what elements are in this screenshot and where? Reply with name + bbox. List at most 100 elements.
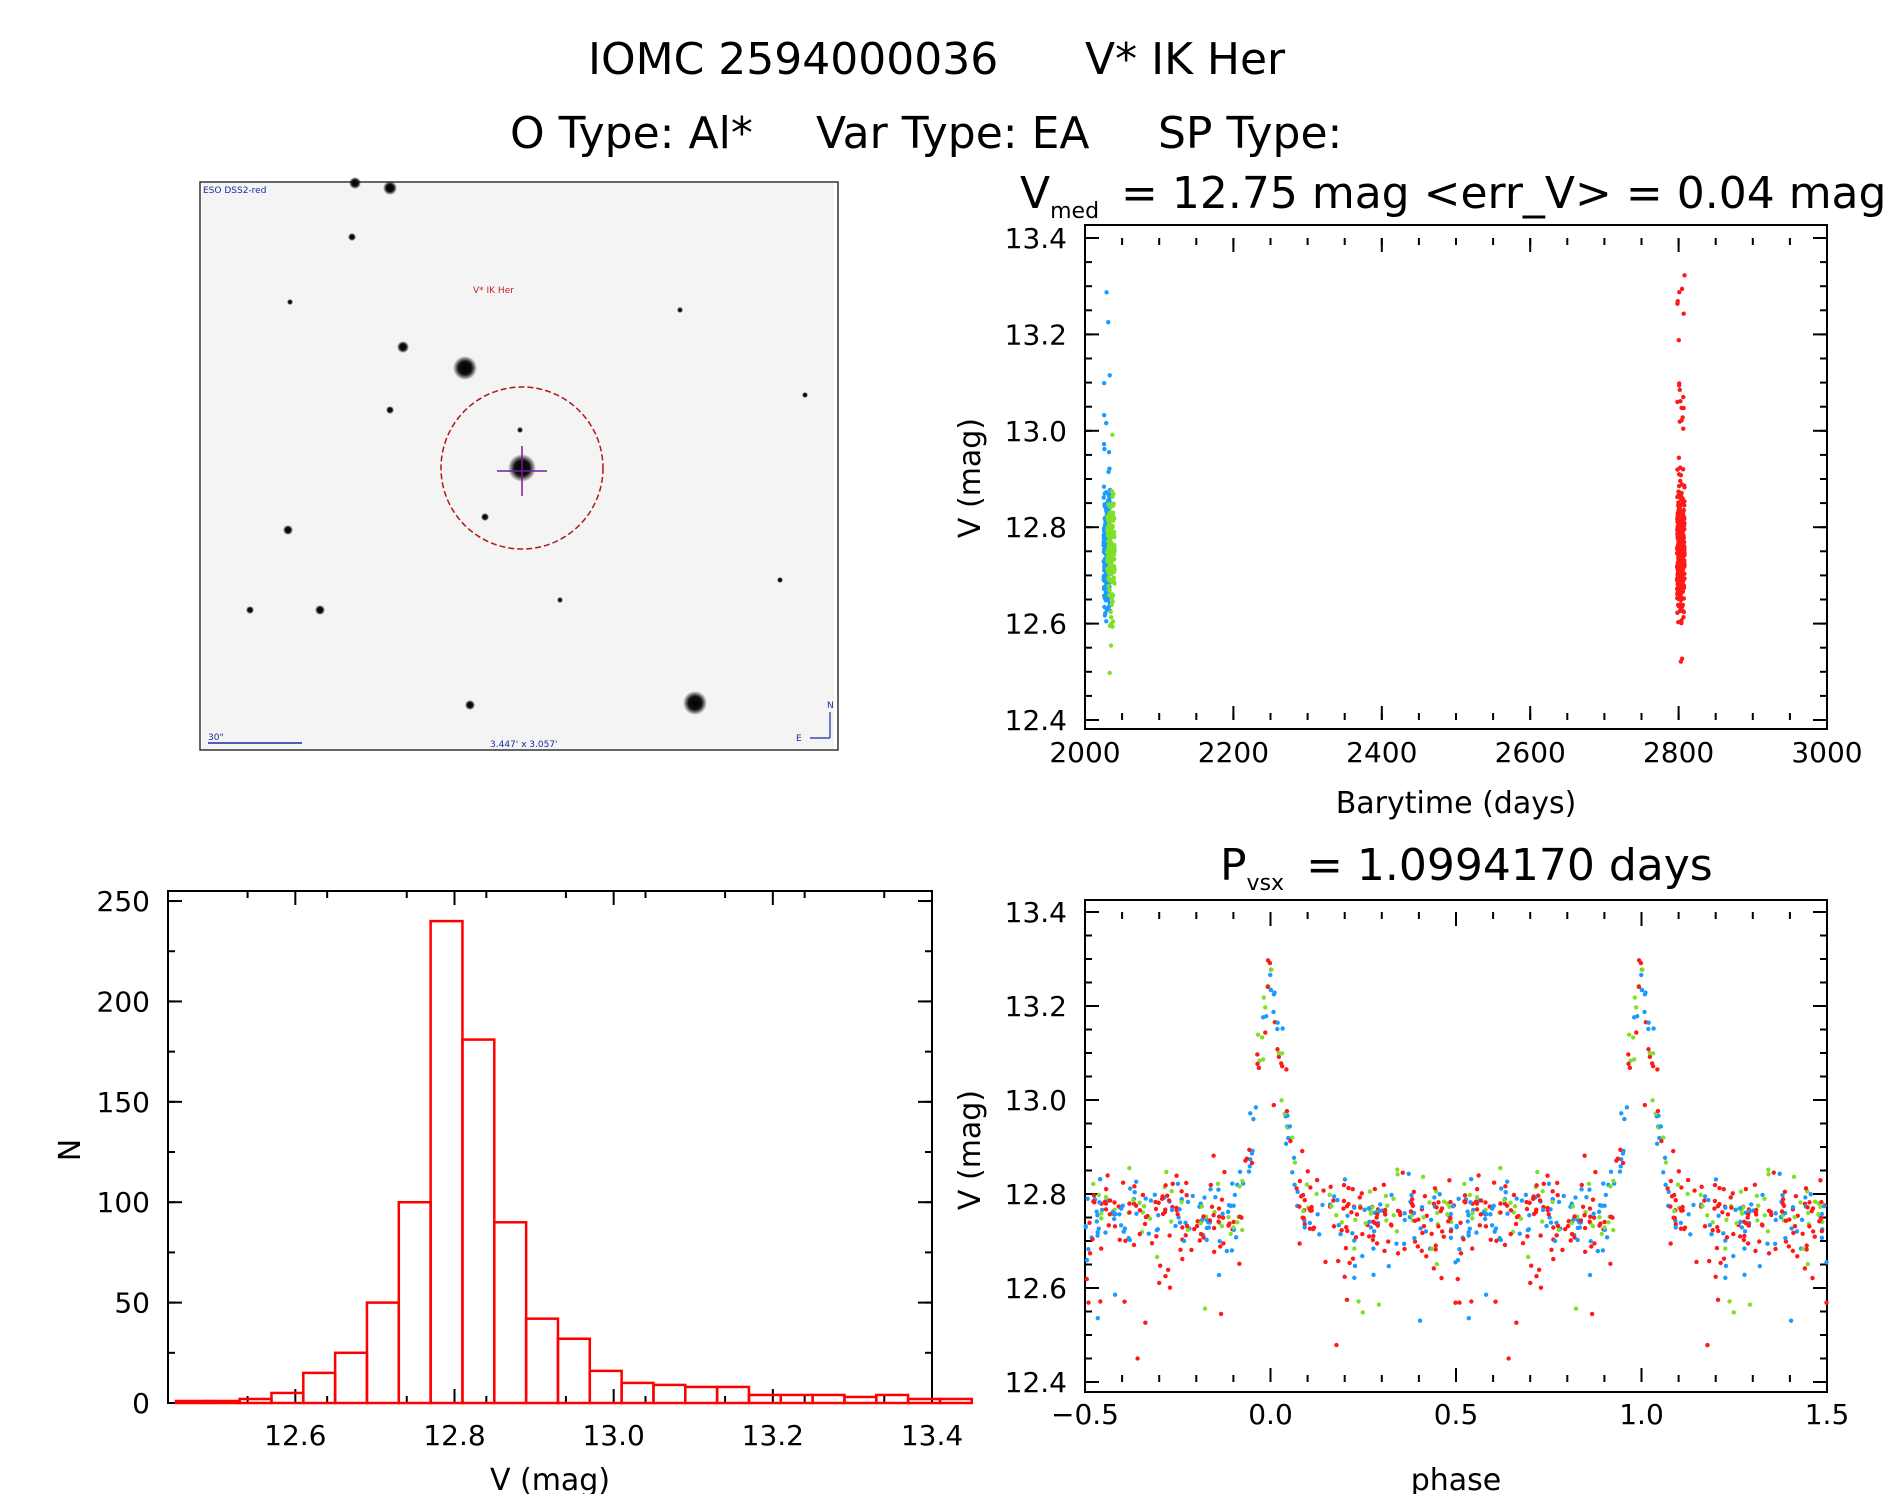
phased-point bbox=[1565, 1223, 1571, 1229]
phased-point bbox=[1469, 1299, 1474, 1304]
phased-point bbox=[1233, 1235, 1239, 1240]
phased-point bbox=[1618, 1147, 1623, 1153]
phased-point bbox=[1754, 1193, 1760, 1198]
phased-point bbox=[1142, 1221, 1148, 1227]
phased-point bbox=[1759, 1222, 1765, 1227]
phased-point bbox=[1550, 1189, 1555, 1194]
phased-point bbox=[1272, 990, 1277, 995]
phased-point bbox=[1654, 1141, 1660, 1147]
phased-point bbox=[1366, 1234, 1372, 1239]
x-tick-label: 1.0 bbox=[1619, 1398, 1664, 1431]
lightcurve-point-red bbox=[1680, 467, 1686, 472]
phased-point bbox=[1739, 1225, 1745, 1230]
phased-point bbox=[1824, 1300, 1829, 1305]
phased-point bbox=[1302, 1197, 1307, 1203]
target-label: V* IK Her bbox=[473, 286, 514, 296]
phased-point bbox=[1360, 1253, 1365, 1259]
phased-point bbox=[1661, 1170, 1666, 1175]
phased-point bbox=[1587, 1219, 1592, 1224]
phased-point bbox=[1418, 1226, 1423, 1231]
phased-point bbox=[1591, 1215, 1597, 1220]
phased-point bbox=[1531, 1211, 1537, 1217]
histogram-bar bbox=[684, 1385, 719, 1405]
phased-point bbox=[1502, 1201, 1508, 1206]
phased-point bbox=[1146, 1231, 1151, 1236]
phased-point bbox=[1265, 984, 1271, 990]
phased-point bbox=[1569, 1220, 1574, 1226]
phased-point bbox=[1805, 1205, 1810, 1210]
phased-point bbox=[1590, 1197, 1596, 1202]
phased-point bbox=[1083, 1223, 1088, 1229]
phased-point bbox=[1498, 1210, 1503, 1215]
lightcurve-point-blue bbox=[1103, 598, 1108, 603]
phased-point bbox=[1268, 972, 1273, 978]
phased-point bbox=[1103, 1230, 1108, 1235]
y-tick-label: 13.2 bbox=[1005, 318, 1067, 351]
phased-point bbox=[1383, 1212, 1388, 1217]
phased-point bbox=[1207, 1218, 1213, 1223]
x-tick-label: 2000 bbox=[1049, 736, 1120, 769]
phased-point bbox=[1536, 1267, 1542, 1273]
phased-point bbox=[1580, 1204, 1586, 1209]
phased-point bbox=[1448, 1215, 1453, 1221]
phased-point bbox=[1220, 1211, 1225, 1216]
phased-point bbox=[1663, 1182, 1668, 1188]
phased-point bbox=[1550, 1199, 1555, 1205]
lightcurve-point-red bbox=[1676, 596, 1681, 601]
phased-point bbox=[1790, 1205, 1796, 1210]
phased-point bbox=[1548, 1220, 1554, 1225]
phased-point bbox=[1269, 967, 1274, 972]
phased-point bbox=[1769, 1212, 1774, 1218]
phased-point bbox=[1087, 1220, 1092, 1225]
y-tick-label: 250 bbox=[97, 885, 150, 918]
phased-point bbox=[1259, 1035, 1265, 1040]
phased-point bbox=[1394, 1229, 1400, 1234]
star bbox=[777, 577, 783, 583]
phased-point bbox=[1106, 1223, 1111, 1228]
y-tick-label: 200 bbox=[97, 985, 150, 1018]
phased-point bbox=[1745, 1241, 1751, 1246]
phased-point bbox=[1766, 1167, 1771, 1172]
phased-point bbox=[1283, 1141, 1289, 1147]
lightcurve-point-red bbox=[1680, 502, 1686, 507]
phased-point bbox=[1350, 1256, 1356, 1261]
phased-point bbox=[1375, 1211, 1380, 1217]
phased-point bbox=[1248, 1157, 1253, 1162]
phased-point bbox=[1491, 1203, 1496, 1209]
y-tick-label: 12.6 bbox=[1005, 1272, 1067, 1305]
phased-point bbox=[1678, 1220, 1684, 1226]
phased-point bbox=[1563, 1226, 1568, 1232]
phased-point bbox=[1107, 1212, 1113, 1217]
lightcurve-point-red bbox=[1676, 483, 1682, 489]
y-tick-label: 13.4 bbox=[1005, 896, 1067, 929]
histogram-bar bbox=[493, 1221, 528, 1405]
phased-point bbox=[1382, 1248, 1387, 1254]
phased-point bbox=[1468, 1200, 1473, 1205]
sky-image-panel: ESO DSS2-red V* IK Her 30" 3.447' x 3.05… bbox=[199, 177, 839, 751]
phased-point bbox=[1456, 1196, 1461, 1201]
phased-point bbox=[1113, 1212, 1118, 1217]
phased-point bbox=[1528, 1263, 1534, 1268]
phased-point bbox=[1780, 1197, 1786, 1202]
phased-point bbox=[1341, 1206, 1346, 1211]
histogram-bar bbox=[938, 1397, 974, 1405]
phased-point bbox=[1217, 1239, 1222, 1244]
phased-point bbox=[1374, 1215, 1379, 1220]
phased-point bbox=[1211, 1225, 1217, 1231]
lightcurve-point-green bbox=[1108, 643, 1114, 648]
phased-point bbox=[1474, 1207, 1480, 1212]
lightcurve-point-green bbox=[1106, 528, 1111, 533]
phased-point bbox=[1448, 1228, 1454, 1234]
phased-point bbox=[1219, 1197, 1225, 1202]
phased-point bbox=[1167, 1233, 1172, 1238]
lightcurve-point-green bbox=[1106, 569, 1111, 574]
phased-point bbox=[1819, 1199, 1824, 1205]
x-tick-label: 13.2 bbox=[742, 1419, 804, 1452]
phased-point bbox=[1707, 1223, 1712, 1228]
phased-point bbox=[1349, 1210, 1354, 1215]
phased-point bbox=[1611, 1227, 1616, 1233]
phased-point bbox=[1493, 1299, 1498, 1304]
phased-point bbox=[1555, 1223, 1561, 1229]
phased-point bbox=[1352, 1263, 1358, 1269]
phased-point bbox=[1301, 1208, 1306, 1214]
